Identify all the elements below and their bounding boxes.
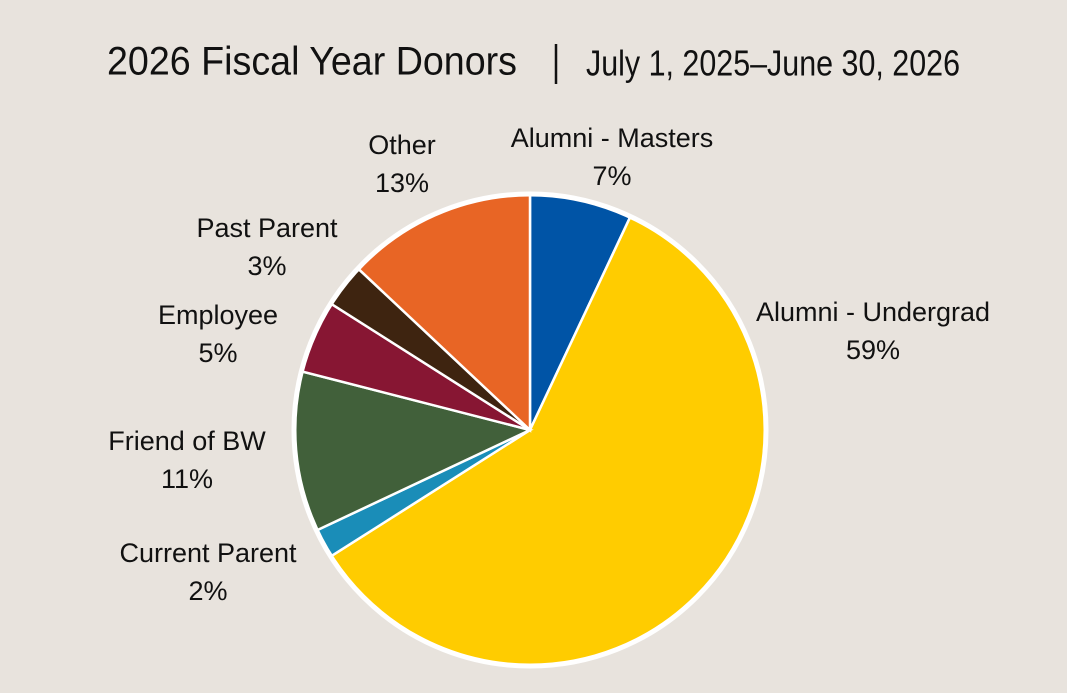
chart-title: 2026 Fiscal Year Donors (107, 40, 517, 84)
slice-value-label: 5% (198, 338, 237, 368)
slice-value-label: 3% (247, 251, 286, 281)
chart-subtitle: July 1, 2025–June 30, 2026 (586, 43, 960, 84)
slice-value-label: 11% (161, 464, 213, 494)
labels: Alumni - Masters 7% Alumni - Undergrad 59% C… (108, 123, 990, 606)
slice-name: Alumni - Undergrad (756, 297, 990, 327)
pie-outline (291, 191, 769, 669)
slice-value-label: 13% (375, 168, 429, 198)
slice-name: Friend of BW (108, 426, 266, 456)
slice-name: Other (368, 130, 436, 160)
slice-name: Past Parent (196, 213, 338, 243)
slice-value-label: 2% (188, 576, 227, 606)
slice-value-label: 59% (846, 335, 900, 365)
slice-name: Current Parent (119, 538, 297, 568)
pie (291, 191, 769, 669)
slice-value-label: 7% (592, 161, 631, 191)
slice-name: Alumni - Masters (511, 123, 714, 153)
slice-name: Employee (158, 300, 278, 330)
